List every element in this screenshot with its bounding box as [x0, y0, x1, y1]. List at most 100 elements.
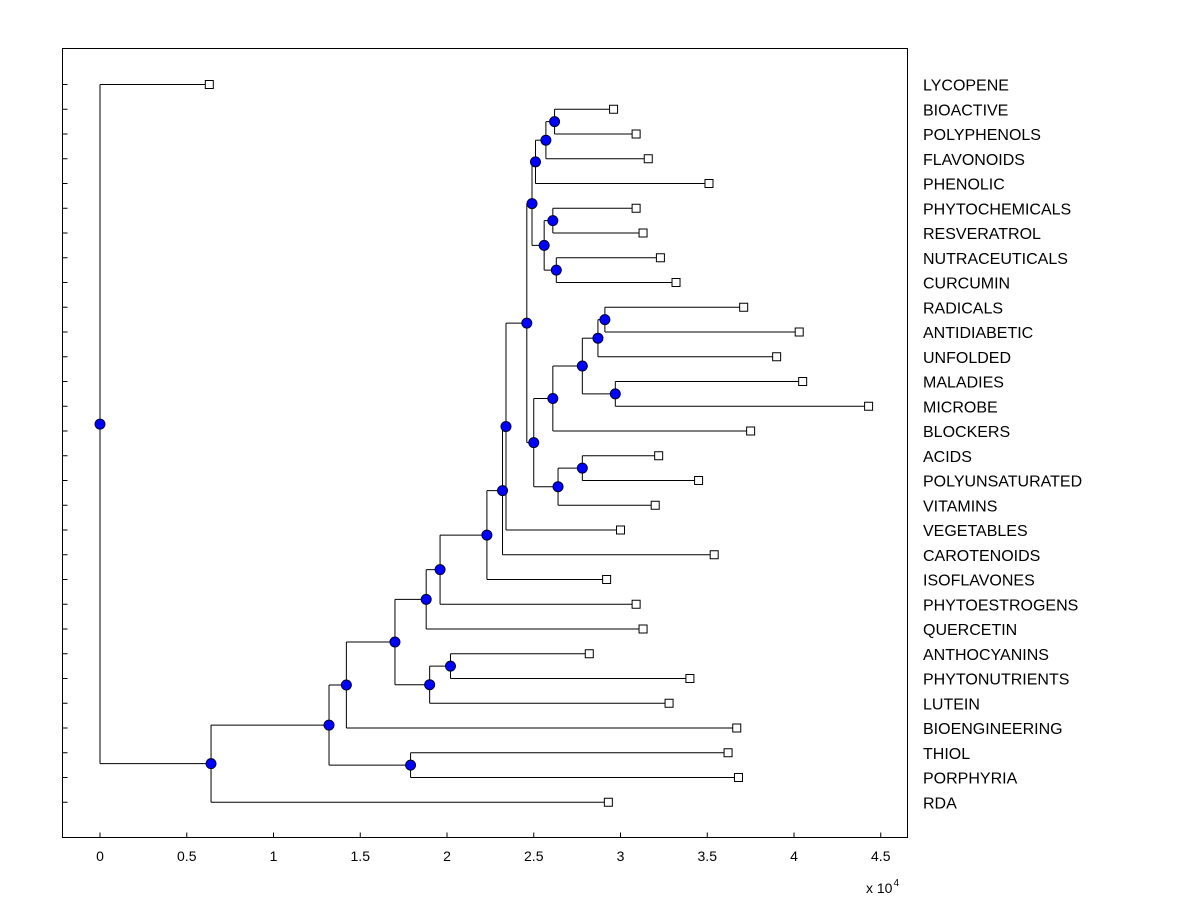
leaf-marker-phytonutrients [685, 674, 695, 683]
x-tick-label-1: 1 [270, 848, 278, 864]
leaf-label-isoflavones: ISOFLAVONES [923, 573, 1035, 590]
leaf-marker-unfolded [772, 352, 782, 362]
node-marker-n05 [550, 264, 562, 276]
leaf-label-vegetables: VEGETABLES [923, 523, 1028, 540]
leaf-label-blockers: BLOCKERS [923, 424, 1010, 441]
leaf-label-lycopene: LYCOPENE [923, 78, 1009, 95]
x-tick-label-0.5: 0.5 [177, 848, 197, 864]
leaf-marker-antidiabetic [794, 327, 804, 337]
leaf-marker-polyunsaturated [694, 476, 704, 485]
x-tick-label-2: 2 [443, 848, 451, 864]
x-tick-label-3.5: 3.5 [698, 848, 718, 864]
leaf-marker-vitamins [650, 500, 660, 510]
node-marker-n12 [547, 393, 559, 405]
node-marker-n25 [340, 679, 352, 691]
leaf-marker-microbe [864, 401, 874, 411]
node-marker-n09 [592, 332, 604, 344]
node-marker-n28 [205, 758, 217, 770]
leaf-label-phytonutrients: PHYTONUTRIENTS [923, 672, 1069, 689]
node-marker-n22 [444, 660, 456, 672]
leaf-marker-bioengineering [732, 723, 742, 733]
node-marker-n02 [540, 134, 552, 146]
leaf-marker-nutraceuticals [655, 253, 665, 263]
leaf-label-bioactive: BIOACTIVE [923, 102, 1008, 119]
x-tick-label-4.5: 4.5 [871, 848, 891, 864]
x-scale-exponent: 4 [893, 878, 899, 889]
leaf-marker-isoflavones [602, 575, 612, 584]
leaf-label-unfolded: UNFOLDED [923, 350, 1011, 367]
node-marker-n17 [500, 421, 512, 433]
leaf-marker-resveratrol [638, 228, 648, 238]
y-axis-ticks [62, 84, 68, 803]
leaf-label-curcumin: CURCUMIN [923, 276, 1010, 293]
node-marker-n19 [481, 529, 493, 541]
leaf-label-nutraceuticals: NUTRACEUTICALS [923, 251, 1068, 268]
leaf-label-flavonoids: FLAVONOIDS [923, 152, 1025, 169]
x-tick-labels: 0 0.5 1 1.5 2 2.5 3 3.5 4 4.5 [96, 848, 891, 864]
leaf-marker-flavonoids [643, 154, 653, 164]
x-tick-label-4: 4 [790, 848, 798, 864]
node-marker-n11 [576, 360, 588, 372]
leaf-marker-lycopene [204, 80, 214, 89]
leaf-label-rda: RDA [923, 795, 957, 812]
leaf-marker-maladies [798, 377, 808, 386]
leaf-marker-lutein [664, 698, 674, 708]
node-marker-n21 [420, 593, 432, 605]
leaf-markers [204, 80, 874, 807]
node-marker-n01 [549, 116, 561, 128]
leaf-label-porphyria: PORPHYRIA [923, 771, 1018, 788]
leaf-label-phytoestrogens: PHYTOESTROGENS [923, 597, 1078, 614]
leaf-marker-acids [654, 451, 664, 461]
leaf-marker-phytoestrogens [631, 599, 641, 609]
leaf-marker-quercetin [638, 624, 648, 634]
plot-frame [62, 48, 908, 838]
node-marker-n13 [576, 462, 588, 474]
node-markers [94, 116, 621, 771]
leaf-label-phytochemicals: PHYTOCHEMICALS [923, 201, 1071, 218]
leaf-label-acids: ACIDS [923, 449, 972, 466]
x-scale-base: x 10 [866, 880, 893, 896]
leaf-marker-vegetables [616, 525, 625, 535]
node-marker-n08 [599, 314, 611, 326]
leaf-label-resveratrol: RESVERATROL [923, 226, 1041, 243]
leaf-marker-bioactive [609, 104, 619, 114]
node-marker-n10 [609, 388, 621, 400]
leaf-label-vitamins: VITAMINS [923, 498, 997, 515]
leaf-label-microbe: MICROBE [923, 399, 998, 416]
leaf-label-carotenoids: CAROTENOIDS [923, 548, 1040, 565]
leaf-label-thiol: THIOL [923, 746, 970, 763]
x-axis-ticks [99, 832, 882, 838]
node-marker-n14 [552, 481, 564, 493]
leaf-label-radicals: RADICALS [923, 300, 1003, 317]
leaf-marker-phytochemicals [631, 203, 641, 213]
leaf-marker-radicals [739, 302, 749, 312]
leaf-label-phenolic: PHENOLIC [923, 177, 1005, 194]
node-marker-n23 [424, 679, 436, 691]
leaf-marker-rda [603, 797, 613, 807]
leaf-label-bioengineering: BIOENGINEERING [923, 721, 1063, 738]
leaf-marker-thiol [723, 748, 733, 758]
leaf-label-maladies: MALADIES [923, 375, 1004, 392]
leaf-label-lutein: LUTEIN [923, 696, 980, 713]
node-marker-n15 [528, 437, 540, 449]
leaf-marker-anthocyanins [584, 649, 594, 659]
node-marker-n24 [389, 636, 401, 648]
node-marker-n26 [405, 759, 417, 771]
node-marker-n29 [94, 418, 106, 430]
node-marker-n27 [323, 719, 335, 731]
leaf-marker-carotenoids [709, 550, 719, 560]
x-tick-label-2.5: 2.5 [524, 848, 544, 864]
leaf-label-antidiabetic: ANTIDIABETIC [923, 325, 1033, 342]
leaf-label-polyphenols: POLYPHENOLS [923, 127, 1041, 144]
x-tick-label-3: 3 [617, 848, 625, 864]
x-tick-label-1.5: 1.5 [351, 848, 371, 864]
node-marker-n04 [547, 215, 559, 227]
leaf-label-quercetin: QUERCETIN [923, 622, 1017, 639]
leaf-marker-blockers [746, 426, 756, 436]
x-tick-label-0: 0 [96, 848, 104, 864]
leaf-marker-polyphenols [631, 129, 641, 139]
node-marker-n07 [526, 198, 538, 210]
leaf-label-polyunsaturated: POLYUNSATURATED [923, 474, 1082, 491]
node-marker-n03 [529, 156, 541, 168]
